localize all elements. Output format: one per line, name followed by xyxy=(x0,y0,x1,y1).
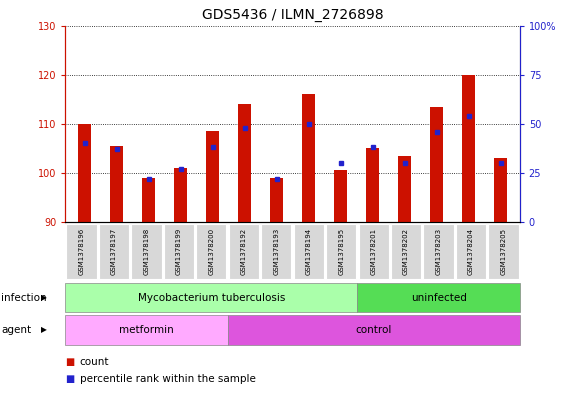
Text: GSM1378205: GSM1378205 xyxy=(500,228,507,275)
Bar xyxy=(334,171,347,222)
Bar xyxy=(462,75,475,222)
Text: uninfected: uninfected xyxy=(411,293,466,303)
Text: agent: agent xyxy=(1,325,31,335)
Text: GSM1378199: GSM1378199 xyxy=(176,228,182,275)
Text: ▶: ▶ xyxy=(41,293,47,302)
Title: GDS5436 / ILMN_2726898: GDS5436 / ILMN_2726898 xyxy=(202,8,383,22)
Text: GSM1378200: GSM1378200 xyxy=(208,228,214,275)
Bar xyxy=(366,148,379,222)
Text: GSM1378198: GSM1378198 xyxy=(144,228,149,275)
Text: GSM1378201: GSM1378201 xyxy=(371,228,377,275)
Bar xyxy=(142,178,155,222)
Bar xyxy=(398,156,411,222)
Text: ▶: ▶ xyxy=(41,325,47,334)
Text: GSM1378202: GSM1378202 xyxy=(403,228,409,275)
Text: GSM1378194: GSM1378194 xyxy=(306,228,312,275)
Bar xyxy=(110,146,123,222)
Text: metformin: metformin xyxy=(119,325,174,335)
Bar xyxy=(174,168,187,222)
Text: GSM1378195: GSM1378195 xyxy=(338,228,344,275)
Bar xyxy=(430,107,443,222)
Text: control: control xyxy=(356,325,392,335)
Text: infection: infection xyxy=(1,293,47,303)
Text: GSM1378204: GSM1378204 xyxy=(468,228,474,275)
Bar xyxy=(302,94,315,222)
Bar xyxy=(206,131,219,222)
Text: GSM1378197: GSM1378197 xyxy=(111,228,117,275)
Bar xyxy=(238,104,251,222)
Bar xyxy=(270,178,283,222)
Bar xyxy=(78,124,91,222)
Text: GSM1378196: GSM1378196 xyxy=(78,228,85,275)
Text: GSM1378192: GSM1378192 xyxy=(241,228,247,275)
Text: Mycobacterium tuberculosis: Mycobacterium tuberculosis xyxy=(137,293,285,303)
Text: ■: ■ xyxy=(65,357,74,367)
Bar xyxy=(494,158,507,222)
Text: GSM1378193: GSM1378193 xyxy=(273,228,279,275)
Text: ■: ■ xyxy=(65,374,74,384)
Text: percentile rank within the sample: percentile rank within the sample xyxy=(80,374,256,384)
Text: count: count xyxy=(80,357,109,367)
Text: GSM1378203: GSM1378203 xyxy=(436,228,441,275)
